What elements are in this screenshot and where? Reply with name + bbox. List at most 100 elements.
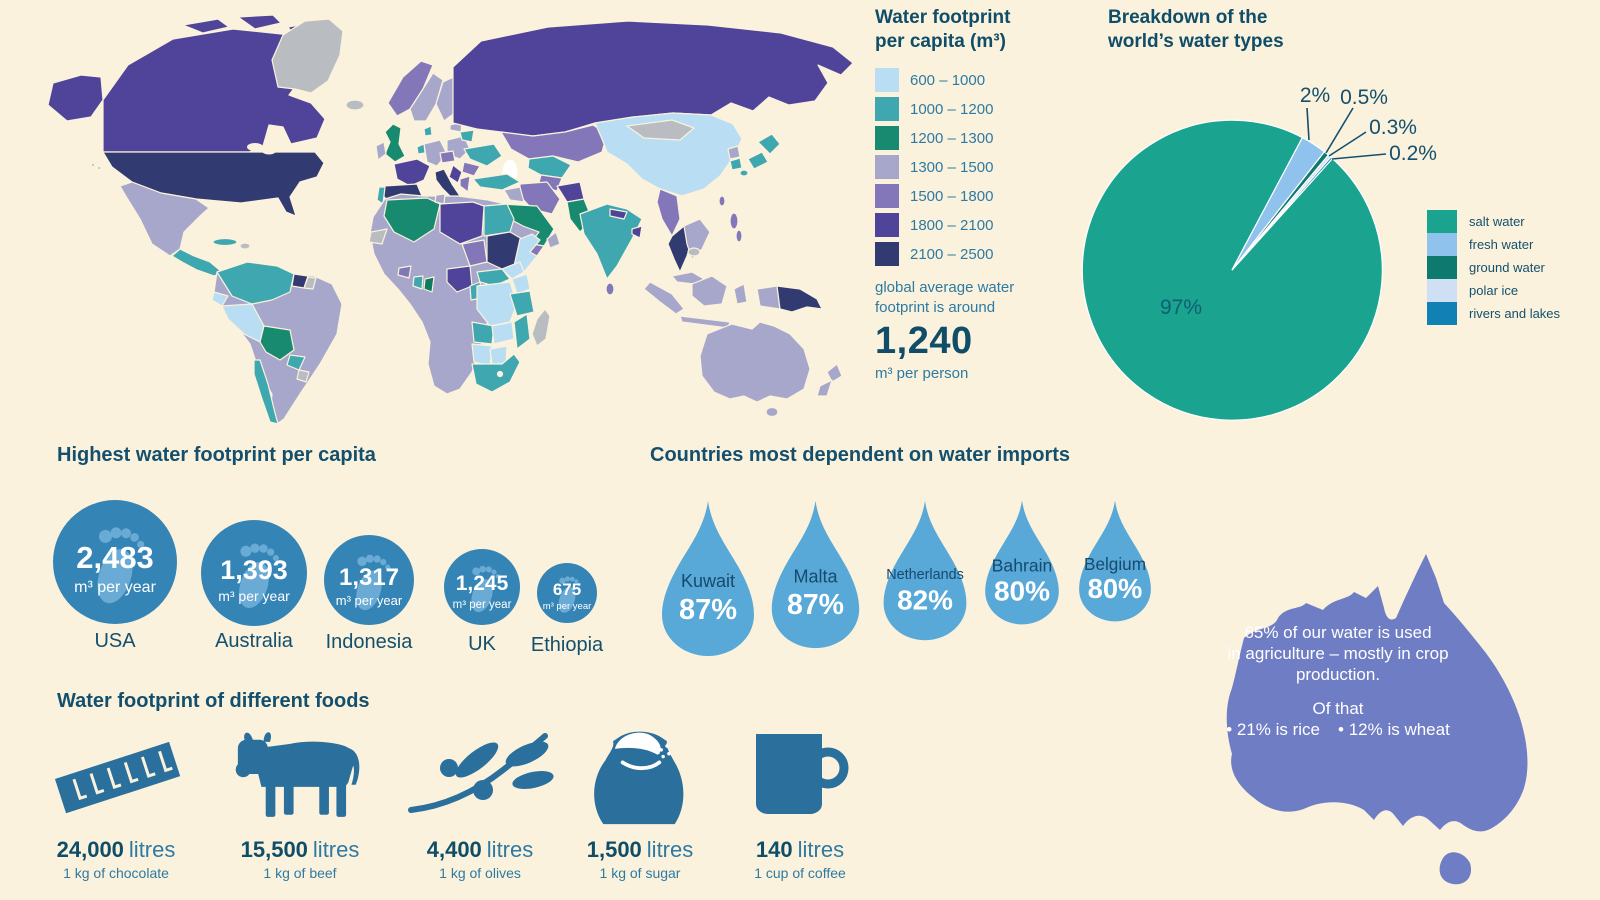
country-iraq xyxy=(503,186,525,203)
country-ethiopia xyxy=(501,261,525,280)
legend-label: 1800 – 2100 xyxy=(910,216,994,234)
footprint-icon xyxy=(239,543,279,609)
country-mongolia xyxy=(626,119,695,141)
country-czech-hungary xyxy=(439,150,456,164)
food-unit: litres xyxy=(128,837,176,862)
pie-swatch xyxy=(1427,279,1457,302)
food-caption: 1 kg of chocolate xyxy=(63,865,169,881)
legend-row: 2100 – 2500 xyxy=(875,242,1025,266)
food-unit: litres xyxy=(486,837,534,862)
food-unit: litres xyxy=(797,837,845,862)
legend-label: 1200 – 1300 xyxy=(910,129,994,147)
legend-swatch xyxy=(875,242,899,266)
country-south-korea xyxy=(729,157,743,171)
food-unit: litres xyxy=(312,837,360,862)
pie-legend-label: fresh water xyxy=(1469,237,1534,252)
legend-row: 1500 – 1800 xyxy=(875,184,1025,208)
footprint-value: 2,483 xyxy=(76,540,154,575)
global-average-unit: m³ per person xyxy=(875,365,969,382)
country-western-sahara xyxy=(368,228,388,245)
country-suriname xyxy=(303,276,317,290)
pie-legend-label: polar ice xyxy=(1469,283,1519,298)
olive-branch-icon xyxy=(408,733,554,813)
country-alaska xyxy=(47,74,104,122)
pie-legend-label: rivers and lakes xyxy=(1469,306,1561,321)
country-cambodia xyxy=(687,247,701,257)
footprint-icon xyxy=(558,576,582,613)
pie-title: Breakdown of the world’s water types xyxy=(1108,7,1284,52)
country-sri-lanka xyxy=(605,282,615,296)
footprint-icon xyxy=(356,554,391,611)
footprint-circle-australia: 1,393 m³ per year xyxy=(201,520,307,626)
australia-fact-text: 65% of our water is used in agriculture … xyxy=(1226,623,1450,739)
footprints-heading: Highest water footprint per capita xyxy=(57,444,376,466)
legend-label: 600 – 1000 xyxy=(910,71,986,89)
footprint-country-label: Ethiopia xyxy=(530,634,604,656)
country-france xyxy=(393,158,431,187)
food-value: 15,500 xyxy=(240,837,308,862)
great-lakes xyxy=(247,143,263,151)
drop-country: Malta xyxy=(793,567,838,587)
footprint-unit: m³ per year xyxy=(543,601,592,612)
country-colombia-venezuela xyxy=(216,261,295,305)
pie-leader-lines xyxy=(1306,107,1387,160)
pie-swatch xyxy=(1427,233,1457,256)
legend-row: 1800 – 2100 xyxy=(875,213,1025,237)
drop-country: Belgium xyxy=(1084,554,1146,574)
foods-heading: Water footprint of different foods xyxy=(57,690,370,712)
country-ireland xyxy=(375,141,387,161)
country-tunisia xyxy=(434,193,446,205)
chocolate-bar-icon xyxy=(54,741,181,814)
country-greece xyxy=(459,175,471,193)
food-caption: 1 kg of sugar xyxy=(599,865,681,881)
global-average-note: global average water footprint is around xyxy=(875,279,1015,316)
legend-swatch xyxy=(875,155,899,179)
country-egypt xyxy=(483,203,515,237)
hawaii xyxy=(90,162,96,168)
water-drop-belgium: Belgium 80% xyxy=(1079,500,1151,622)
footprint-value: 1,245 xyxy=(456,572,509,595)
legend-row: 600 – 1000 xyxy=(875,68,1025,92)
country-canada xyxy=(102,28,326,153)
country-lesotho xyxy=(496,370,504,378)
water-drop-kuwait: Kuwait 87% xyxy=(662,501,754,656)
country-indonesia xyxy=(643,275,781,329)
footprint-value: 1,393 xyxy=(220,555,288,585)
drop-pct: 82% xyxy=(897,585,953,616)
drop-pct: 80% xyxy=(1088,573,1143,604)
food-item-coffee: 140 litres 1 cup of coffee xyxy=(722,720,878,881)
map-legend: Water footprint per capita (m³) 600 – 10… xyxy=(875,6,1025,382)
drop-icon xyxy=(883,500,967,641)
country-greenland xyxy=(271,18,344,94)
country-oman xyxy=(546,231,561,249)
country-india xyxy=(579,203,643,280)
drop-icon xyxy=(985,500,1059,625)
food-caption: 1 kg of beef xyxy=(263,865,337,881)
pie-swatch xyxy=(1427,302,1457,325)
pie-label-97: 97% xyxy=(1160,296,1202,319)
country-australia-map xyxy=(699,321,811,403)
country-taiwan xyxy=(718,195,726,207)
pie-legend-label: ground water xyxy=(1469,260,1545,275)
coffee-cup-icon xyxy=(756,734,849,814)
footprint-circle-indonesia: 1,317 m³ per year xyxy=(324,535,414,625)
pie-legend-row: salt water xyxy=(1427,210,1560,233)
footprint-value: 1,317 xyxy=(339,564,399,591)
legend-swatch xyxy=(875,213,899,237)
country-myanmar xyxy=(656,188,681,237)
legend-swatch xyxy=(875,126,899,150)
drop-icon xyxy=(1079,500,1151,622)
great-lakes xyxy=(262,147,276,155)
pie-legend-row: ground water xyxy=(1427,256,1560,279)
food-caption: 1 cup of coffee xyxy=(754,865,846,881)
country-cuba xyxy=(212,237,238,247)
legend-label: 1000 – 1200 xyxy=(910,100,994,118)
footprint-value: 675 xyxy=(553,580,581,599)
imports-heading: Countries most dependent on water import… xyxy=(650,444,1071,466)
legend-label: 1300 – 1500 xyxy=(910,158,994,176)
country-bolivia xyxy=(259,325,295,361)
australia-silhouette xyxy=(1226,554,1528,885)
country-libya xyxy=(439,201,485,245)
cow-icon xyxy=(235,732,360,817)
footprint-country-label: Australia xyxy=(215,630,293,652)
